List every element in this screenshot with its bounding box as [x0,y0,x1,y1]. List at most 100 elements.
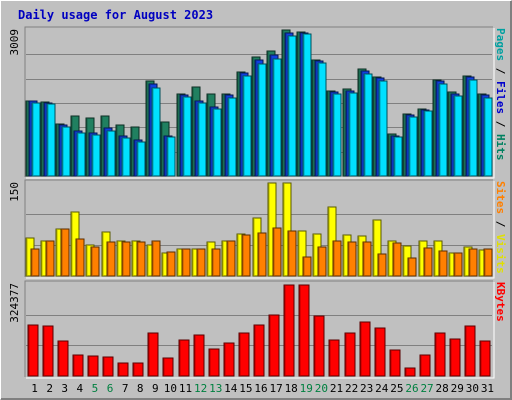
bar-kbytes-kbytes [178,339,190,377]
bar-hits-pages [483,97,493,177]
bar-visits-sites [317,246,327,277]
legend-entry: Pages [494,28,507,61]
bar-kbytes-kbytes [313,315,325,377]
bar-visits-sites [30,248,40,277]
bar-visits-sites [257,232,267,277]
max-label-hits: 3009 [8,29,21,56]
day-label: 27 [420,382,433,395]
bar-kbytes-kbytes [479,340,491,377]
day-label: 9 [152,382,159,395]
bar-hits-pages [91,134,101,177]
bar-hits-pages [438,83,448,177]
bar-kbytes-kbytes [162,357,174,377]
day-label: 5 [92,382,99,395]
bar-kbytes-kbytes [193,334,205,377]
bar-hits-pages [393,136,403,177]
bar-visits-sites [121,241,131,277]
bar-kbytes-kbytes [238,332,250,377]
day-label: 23 [360,382,373,395]
day-label: 14 [224,382,238,395]
bar-visits-visits [297,230,307,277]
bar-visits-sites [106,241,116,277]
bar-kbytes-kbytes [328,339,340,377]
day-labels: 1 2 3 4 5 6 7 8 9 10 11 12 13 14 15 16 17 18 19 20 21 22 23 24 2… [31,382,494,395]
bar-kbytes-kbytes [464,325,476,377]
day-label: 29 [451,382,464,395]
bar-hits-pages [61,126,71,177]
bar-visits-sites [90,246,100,277]
bar-visits-sites [60,228,70,277]
day-label: 19 [300,382,313,395]
legend-entry: / [494,61,507,81]
bar-hits-pages [106,130,116,177]
bar-visits-sites [407,257,417,277]
day-label: 4 [77,382,84,395]
bar-visits-sites [45,240,55,277]
bar-visits-sites [392,242,402,277]
bar-visits-sites [377,253,387,277]
bar-kbytes-kbytes [389,349,401,377]
bar-visits-sites [438,250,448,277]
bar-hits-pages [46,103,56,177]
bar-visits-sites [272,227,282,277]
day-label: 22 [345,382,358,395]
day-label: 25 [390,382,403,395]
panel-visits: 150 Sites / Visits [8,179,507,279]
bar-hits-pages [287,35,297,177]
bar-visits-sites [362,241,372,277]
panel-hits: 3009 Pages / Files / Hits [8,26,507,179]
bar-visits-sites [181,248,191,277]
bar-visits-sites [347,241,357,277]
day-label: 13 [209,382,222,395]
bar-hits-pages [302,33,312,177]
bar-hits-pages [332,93,342,177]
day-label: 20 [315,382,328,395]
bar-hits-pages [423,110,433,177]
day-label: 2 [46,382,53,395]
bar-kbytes-kbytes [253,324,265,377]
plot-bevel-light [26,282,495,379]
day-label: 1 [31,382,38,395]
chart-title: Daily usage for August 2023 [18,8,213,22]
plot-bevel-light [26,28,495,179]
bar-kbytes-kbytes [132,362,144,377]
legend-entry: KBytes [494,282,507,322]
day-label: 8 [137,382,144,395]
day-label: 30 [466,382,479,395]
bar-visits-sites [483,248,493,277]
bar-visits-sites [468,248,478,277]
bar-hits-pages [212,108,222,177]
bar-hits-pages [348,92,358,177]
bar-hits-pages [317,62,327,177]
bar-visits-sites [226,240,236,277]
bar-kbytes-kbytes [147,332,159,377]
legend-visits: Sites / Visits [494,181,507,274]
bar-visits-sites [136,241,146,277]
bar-hits-pages [182,96,192,177]
bar-visits-visits [282,182,292,277]
day-label: 10 [164,382,177,395]
day-label: 6 [107,382,114,395]
day-label: 28 [436,382,449,395]
legend-entry: Sites [494,181,507,214]
bar-visits-sites [211,248,221,277]
day-label: 11 [179,382,192,395]
plot-bevel-dark [24,280,493,377]
day-label: 7 [122,382,129,395]
bar-kbytes-kbytes [42,325,54,377]
bar-visits-sites [166,251,176,277]
bar-hits-pages [378,80,388,177]
bar-hits-pages [468,79,478,177]
bar-hits-pages [121,137,131,177]
bar-visits-sites [302,256,312,277]
day-label: 12 [194,382,207,395]
bar-kbytes-kbytes [374,327,386,377]
bar-hits-pages [257,63,267,177]
day-label: 15 [239,382,252,395]
bar-hits-pages [272,58,282,177]
day-label: 18 [285,382,298,395]
plot-bevel-light [26,181,495,279]
bar-hits-pages [166,136,176,177]
